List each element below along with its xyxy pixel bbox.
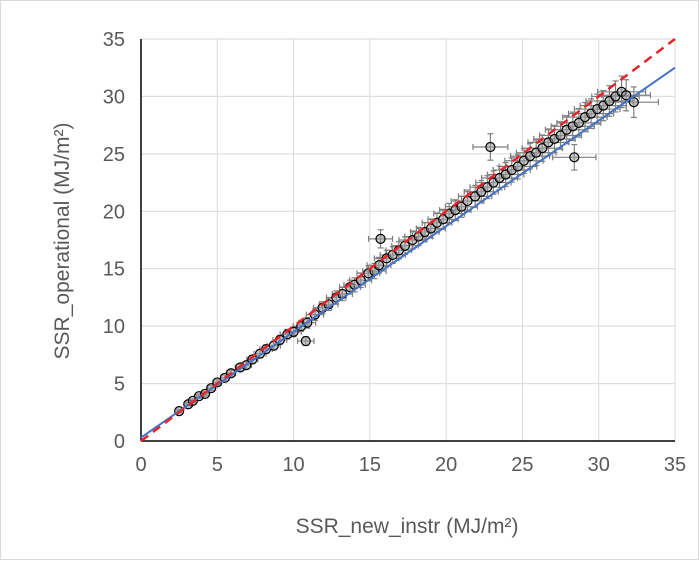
x-tick-label: 5 xyxy=(212,454,223,476)
y-tick-labels: 0 5 10 15 20 25 30 35 xyxy=(103,29,125,453)
x-tick-label: 30 xyxy=(588,454,610,476)
data-point xyxy=(555,130,566,141)
data-point xyxy=(375,233,386,244)
y-axis-title: SSR_operational (MJ/m²) xyxy=(51,123,74,360)
x-axis-title: SSR_new_instr (MJ/m²) xyxy=(296,515,519,538)
x-tick-label: 25 xyxy=(511,454,533,476)
y-tick-label: 25 xyxy=(103,144,125,166)
x-tick-label: 20 xyxy=(435,454,457,476)
x-tick-labels: 0 5 10 15 20 25 30 35 xyxy=(135,454,686,476)
data-point xyxy=(628,97,639,108)
data-point xyxy=(569,152,580,163)
y-tick-label: 30 xyxy=(103,86,125,108)
x-tick-label: 0 xyxy=(135,454,146,476)
data-point xyxy=(485,141,496,153)
data-point xyxy=(573,117,584,128)
y-tick-label: 20 xyxy=(103,201,125,223)
y-tick-label: 10 xyxy=(103,316,125,338)
axes xyxy=(140,39,675,442)
y-tick-label: 15 xyxy=(103,259,125,281)
x-tick-label: 35 xyxy=(664,454,686,476)
y-tick-label: 0 xyxy=(114,431,125,453)
identity-line xyxy=(140,38,676,442)
data-point xyxy=(537,143,548,154)
y-tick-label: 5 xyxy=(114,374,125,396)
trend-lines xyxy=(140,38,676,442)
fit-line xyxy=(140,66,676,439)
y-tick-label: 35 xyxy=(103,29,125,51)
x-tick-label: 10 xyxy=(282,454,304,476)
data-point xyxy=(621,90,632,101)
data-point xyxy=(512,161,523,172)
data-point xyxy=(300,335,311,347)
data-point xyxy=(456,201,467,212)
x-tick-label: 15 xyxy=(359,454,381,476)
